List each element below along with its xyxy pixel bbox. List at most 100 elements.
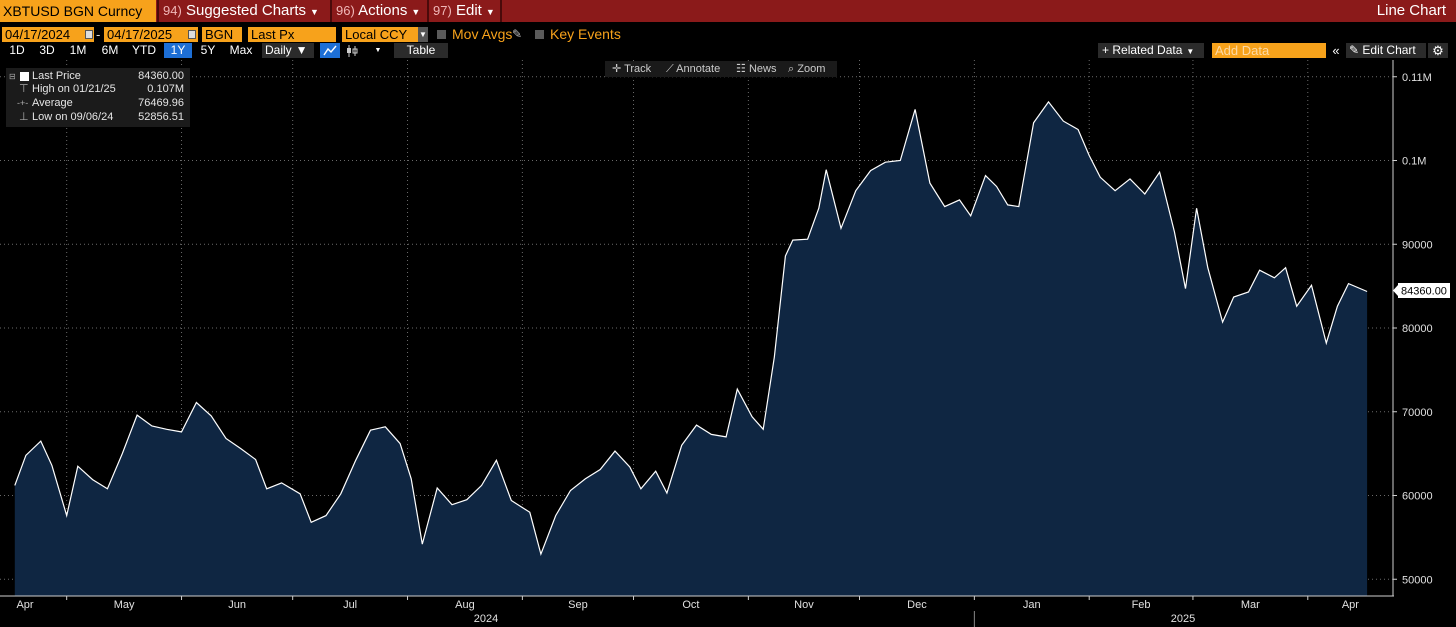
menu-number: 97): [433, 3, 452, 18]
chart-tools-bar: [605, 61, 837, 77]
price-area-fill: [14, 101, 1368, 597]
x-tick-label: Jan: [1023, 599, 1041, 611]
period-button-1d[interactable]: 1D: [9, 43, 25, 57]
related-data-label: Related Data: [1112, 43, 1183, 57]
last-value-box: [1398, 283, 1450, 298]
calendar-icon[interactable]: [85, 30, 93, 39]
suggested-charts-menu[interactable]: 94) Suggested Charts ▼: [163, 0, 319, 22]
period-button-1m[interactable]: 1M: [69, 43, 87, 57]
annotate-tool[interactable]: ⟋ Annotate: [666, 61, 720, 77]
actions-menu[interactable]: 96) Actions ▼: [336, 0, 420, 22]
caret-down-icon: ▼: [485, 7, 495, 17]
crosshair-icon: ✛: [612, 63, 622, 75]
low-marker-icon: ⊥: [19, 111, 29, 123]
collapse-icon[interactable]: ⊟: [9, 72, 16, 81]
edit-chart-label: Edit Chart: [1362, 43, 1416, 57]
period-button-ytd[interactable]: YTD: [132, 43, 156, 57]
start-date-field[interactable]: 04/17/2024: [2, 27, 94, 42]
x-tick-label: Feb: [1132, 599, 1151, 611]
line-chart-glyph: [323, 45, 337, 56]
legend-value: 0.107M: [147, 83, 184, 95]
annotate-icon: ⟋: [666, 63, 674, 75]
legend-label: Average: [32, 97, 73, 109]
line-chart-icon[interactable]: [320, 43, 340, 58]
menu-label: Edit: [455, 2, 482, 19]
legend-row-average: -+- Average 76469.96: [6, 97, 190, 110]
price-chart[interactable]: 50000 60000 70000 80000 90000 0.1M 0.11M Apr Ma…: [0, 60, 1456, 627]
x-tick-label: Aug: [455, 599, 475, 611]
edit-chart-button[interactable]: ✎ Edit Chart: [1346, 43, 1426, 58]
year-label: 2024: [474, 613, 498, 625]
x-tick-label: Mar: [1241, 599, 1260, 611]
key-events-checkbox[interactable]: [535, 30, 544, 39]
zoom-tool[interactable]: ⌕ Zoom: [788, 61, 825, 77]
end-date-field[interactable]: 04/17/2025: [104, 27, 198, 42]
edit-menu[interactable]: 97) Edit ▼: [433, 0, 495, 22]
pencil-icon: ✎: [1349, 43, 1360, 57]
collapse-double-chevron-icon[interactable]: «: [1328, 43, 1344, 58]
chart-type-label[interactable]: Line Chart: [1376, 2, 1446, 19]
add-data-input[interactable]: Add Data: [1212, 43, 1326, 58]
track-label: Track: [624, 63, 652, 75]
pencil-icon[interactable]: ✎: [512, 27, 523, 41]
legend-label: Low on 09/06/24: [32, 111, 114, 123]
period-button-5y[interactable]: 5Y: [200, 43, 216, 57]
last-value-marker: 84360.00: [1393, 283, 1450, 298]
x-tick-label: Sep: [568, 599, 588, 611]
date-separator: -: [96, 27, 101, 42]
price-line: [14, 100, 1368, 557]
legend-row-low: ⊥ Low on 09/06/24 52856.51: [6, 111, 190, 124]
period-button-3d[interactable]: 3D: [39, 43, 55, 57]
ticker-field[interactable]: XBTUSD BGN Curncy: [0, 0, 156, 22]
y-tick-label: 60000: [1402, 491, 1433, 503]
candlestick-glyph: [347, 45, 358, 57]
toolbar-divider: [500, 0, 502, 22]
top-toolbar: XBTUSD BGN Curncy 94) Suggested Charts ▼ …: [0, 0, 1456, 22]
y-tick-label: 0.1M: [1402, 156, 1426, 168]
period-button-6m[interactable]: 6M: [101, 43, 119, 57]
track-tool[interactable]: ✛ Track: [612, 61, 651, 77]
x-tick-label: Jul: [343, 599, 357, 611]
legend-label: High on 01/21/25: [32, 83, 116, 95]
currency-selector[interactable]: Local CCY: [342, 27, 418, 42]
last-value-label: 84360.00: [1401, 286, 1447, 298]
news-tool[interactable]: ☷ News: [736, 61, 776, 77]
plus-icon: +: [1102, 43, 1110, 57]
chart-legend: ⊟ Last Price 84360.00 ⊤ High on 01/21/25…: [6, 68, 190, 127]
x-tick-label: Nov: [794, 599, 814, 611]
legend-value: 52856.51: [138, 111, 184, 123]
key-events-label[interactable]: Key Events: [550, 26, 621, 42]
zoom-label: Zoom: [797, 63, 826, 75]
candlestick-icon[interactable]: [342, 43, 362, 58]
mov-avgs-label[interactable]: Mov Avgs: [452, 26, 513, 42]
last-value-pointer: [1393, 285, 1398, 296]
related-data-button[interactable]: + Related Data ▼: [1098, 43, 1204, 58]
field-selector[interactable]: Last Px: [248, 27, 336, 42]
calendar-icon[interactable]: [188, 30, 196, 39]
frequency-selector[interactable]: Daily ▼: [262, 43, 314, 58]
x-tick-label: Apr: [1342, 599, 1359, 611]
y-tick-label: 90000: [1402, 239, 1433, 251]
x-tick-label: Oct: [682, 599, 699, 611]
source-field[interactable]: BGN: [202, 27, 242, 42]
caret-down-icon: ▼: [1186, 47, 1195, 56]
period-button-1y[interactable]: 1Y: [164, 43, 192, 58]
triangle-down-icon: ▼: [295, 43, 308, 57]
x-tick-label: Jun: [228, 599, 246, 611]
table-button[interactable]: Table: [394, 43, 448, 58]
gear-icon[interactable]: ⚙: [1428, 43, 1448, 58]
toolbar-divider: [157, 0, 159, 22]
mov-avgs-checkbox[interactable]: [437, 30, 446, 39]
x-tick-label: Apr: [16, 599, 33, 611]
x-axis-ticks: Apr May Jun Jul Aug Sep Oct Nov Dec Jan Feb Mar Apr 2…: [16, 596, 1359, 627]
menu-label: Suggested Charts: [185, 2, 307, 19]
chart-style-dropdown-icon[interactable]: ▼: [366, 43, 390, 58]
dropdown-arrow-icon[interactable]: ▼: [418, 27, 428, 42]
legend-value: 76469.96: [138, 97, 184, 109]
y-tick-label: 80000: [1402, 323, 1433, 335]
period-button-max[interactable]: Max: [229, 43, 253, 57]
news-label: News: [748, 63, 777, 75]
legend-value: 84360.00: [138, 70, 184, 82]
y-tick-label: 70000: [1402, 407, 1433, 419]
caret-down-icon: ▼: [411, 7, 421, 17]
